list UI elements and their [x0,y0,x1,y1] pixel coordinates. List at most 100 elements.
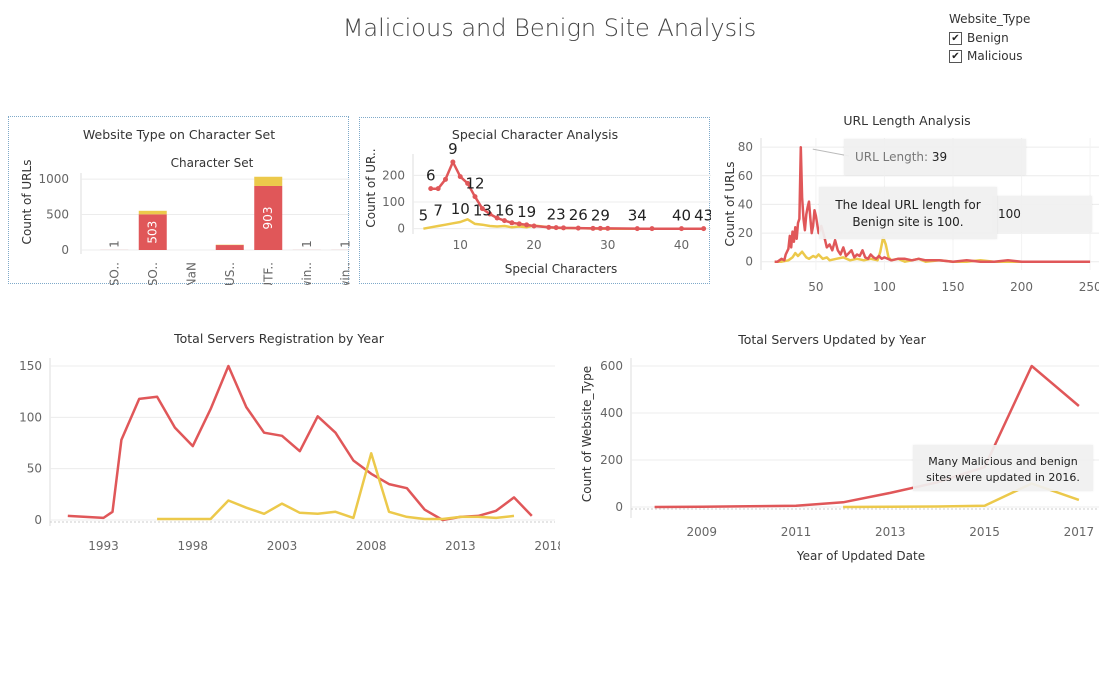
special-point-malicious [701,226,707,232]
registration-y-tick: 100 [19,410,42,424]
url-ideal-tooltip-value: 100 [998,207,1021,221]
legend-label-malicious: Malicious [967,49,1023,63]
special-x-label: Special Characters [505,262,618,276]
urllen-series-malicious [774,145,1091,263]
url-ideal-annotation: The Ideal URL length for Benign site is … [819,187,997,239]
charset-x-tick: ISO.. [107,262,121,285]
charset-bar-label: 903 [261,207,275,230]
updated-y-tick: 200 [600,453,623,467]
updated-x-label: Year of Updated Date [796,549,925,563]
legend-title: Website_Type [949,12,1031,26]
special-y-label: Count of UR.. [364,148,378,227]
special-title: Special Character Analysis [452,127,618,142]
urllen-x-tick: 100 [873,280,896,294]
url-ideal-tooltip-value-box: 100 [992,196,1092,232]
charset-x-tick: win.. [300,262,314,285]
registration-series-benign [157,452,515,521]
charset-bar-malicious [254,185,283,250]
url-length-tooltip: URL Length: 39 [844,139,1026,175]
special-series-malicious [430,160,704,230]
urllen-x-tick: 50 [808,280,823,294]
charset-x-tick: win.. [338,262,350,285]
urllen-y-tick: 40 [738,197,753,211]
updated-series-malicious [654,364,1080,509]
special-point-malicious [634,226,640,232]
registration-y-tick: 150 [19,359,42,373]
special-point-malicious [494,215,500,221]
charset-bar-label: 1 [107,240,121,248]
special-point-label: 19 [517,203,536,221]
special-point-malicious [516,221,522,227]
registration-panel: Total Servers Registration by Year 0 50 100… [0,322,565,562]
special-point-label: 5 [419,207,429,225]
updated-x-tick: 2017 [1064,525,1095,539]
updated-title: Total Servers Updated by Year [737,332,926,347]
special-point-malicious [487,211,493,217]
urllen-title: URL Length Analysis [843,113,970,128]
updated-y-tick: 400 [600,406,623,420]
special-x-tick: 10 [453,238,468,252]
updated-x-tick: 2013 [875,525,906,539]
registration-y-tick: 50 [27,462,42,476]
legend-item-malicious[interactable]: ✔ Malicious [949,47,1030,65]
special-point-label: 23 [547,206,566,224]
charset-bar-malicious [215,245,244,250]
special-point-label: 7 [433,201,443,219]
updated-y-tick: 600 [600,359,623,373]
special-point-malicious [465,180,471,186]
registration-x-tick: 2003 [267,539,298,553]
special-point-malicious [531,223,537,229]
charset-y-label: Count of URLs [20,160,34,245]
special-point-label: 43 [694,207,711,225]
charset-y-tick: 500 [46,208,69,222]
registration-y-tick: 0 [34,513,42,527]
special-point-malicious [649,226,655,232]
special-point-malicious [575,225,581,231]
registration-x-tick: 2018 [534,539,560,553]
special-point-label: 26 [569,206,588,224]
urllen-y-tick: 0 [745,255,753,269]
charset-bar-benign [138,210,167,215]
urllen-x-tick: 150 [942,280,965,294]
special-point-malicious [457,174,463,180]
charset-y-tick: 0 [61,243,69,257]
special-y-tick: 0 [397,222,405,236]
updated-annotation: Many Malicious and benign sites were upd… [913,445,1093,491]
special-point-malicious [443,176,448,182]
special-point-label: 40 [672,207,691,225]
charset-x-tick: ISO.. [146,262,160,285]
registration-chart: Total Servers Registration by Year 0 50 100… [19,331,565,553]
url-length-tooltip-value: 39 [931,150,948,164]
charset-x-tick: UTF.. [261,262,275,285]
special-point-label: 29 [591,206,610,224]
special-point-malicious [479,206,485,212]
checkbox-malicious[interactable]: ✔ [949,49,962,63]
special-point-malicious [509,220,515,226]
special-point-label: 12 [465,175,484,193]
charset-bar-malicious [138,214,167,250]
special-point-malicious [450,159,456,165]
urllen-tooltip-pointer [812,148,850,157]
special-point-malicious [597,225,603,231]
special-point-label: 34 [628,207,647,225]
charset-y-tick: 1000 [38,172,69,186]
registration-x-tick: 1993 [88,539,119,553]
special-point-malicious [502,218,507,224]
charset-panel: Website Type on Character Set Character S… [8,116,360,291]
updated-x-tick: 2009 [686,525,717,539]
special-point-malicious [546,224,552,230]
legend-item-benign[interactable]: ✔ Benign [949,29,1030,47]
urllen-x-tick: 200 [1010,280,1033,294]
charset-bar-label: 1 [338,240,350,248]
charset-x-tick: US.. [223,262,237,285]
special-char-chart: Special Character Analysis Count of UR.. S… [364,127,713,276]
special-point-label: 9 [448,140,458,158]
urllen-y-tick: 20 [738,226,753,240]
special-x-tick: 30 [600,238,615,252]
urllen-y-label: Count of URLs [723,162,737,247]
registration-series-malicious [67,364,533,522]
special-point-label: 13 [473,201,492,219]
checkbox-benign[interactable]: ✔ [949,31,962,45]
special-point-label: 10 [451,200,470,218]
dashboard-title: Malicious and Benign Site Analysis [342,14,757,42]
